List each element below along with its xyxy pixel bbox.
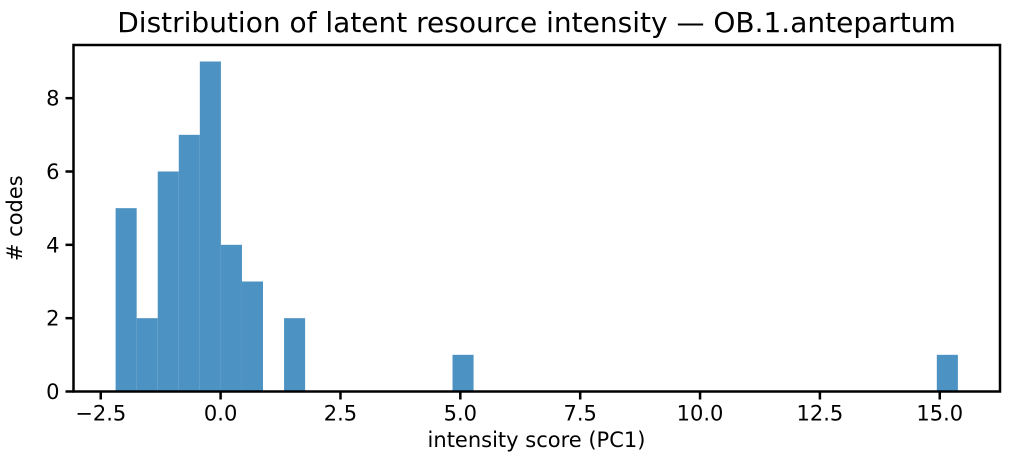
y-axis-label: # codes: [3, 175, 27, 261]
x-tick-label: 5.0: [444, 402, 477, 426]
histogram-bar: [452, 354, 474, 392]
histogram-bar: [220, 244, 242, 392]
x-tick-label: 15.0: [916, 402, 963, 426]
y-tick-label: 6: [46, 160, 59, 184]
histogram-bar: [136, 318, 158, 392]
x-tick-label: −2.5: [75, 402, 126, 426]
histogram-bar: [241, 281, 264, 392]
bars-group: [115, 61, 958, 392]
x-axis-ticks: −2.5 0.0 2.5 5.0 7.5 10.0 12.5 15.0: [75, 391, 963, 426]
histogram-bar: [178, 134, 200, 392]
x-tick-label: 7.5: [563, 402, 596, 426]
histogram-bar: [936, 354, 958, 392]
y-axis-ticks: 0 2 4 6 8: [46, 87, 74, 404]
x-tick-label: 2.5: [324, 402, 357, 426]
y-tick-label: 8: [46, 87, 59, 111]
x-tick-label: 0.0: [204, 402, 237, 426]
y-tick-label: 0: [46, 380, 59, 404]
x-tick-label: 12.5: [797, 402, 844, 426]
plot-area: [72, 43, 1002, 393]
y-tick-label: 2: [46, 307, 59, 331]
y-tick-label: 4: [46, 233, 59, 257]
x-tick-label: 10.0: [677, 402, 724, 426]
x-axis-label: intensity score (PC1): [428, 428, 646, 452]
chart-title: Distribution of latent resource intensit…: [117, 6, 956, 39]
histogram-bar: [284, 318, 306, 392]
histogram-bar: [157, 171, 179, 392]
histogram-bar: [115, 208, 137, 392]
histogram-bar: [199, 61, 221, 392]
